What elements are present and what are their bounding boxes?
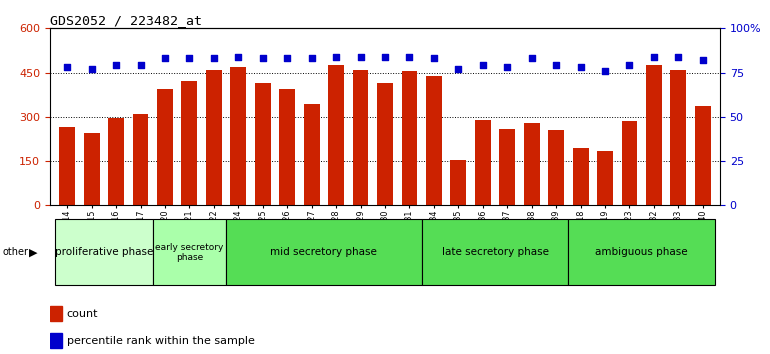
Bar (182, 81, 197, 205)
Point (159, 56, 171, 61)
Point (256, 56, 269, 61)
Bar (646, 65, 662, 205)
Bar (206, 70, 222, 205)
Bar (303, 104, 320, 205)
Bar (426, 75, 442, 205)
Bar (422, 219, 568, 285)
Bar (59, 127, 75, 205)
Bar (353, 70, 369, 205)
Point (574, 64, 587, 70)
Text: ambiguous phase: ambiguous phase (595, 247, 688, 257)
Point (61, 64, 73, 70)
Point (110, 63, 122, 68)
Point (354, 54, 367, 59)
Bar (695, 107, 711, 205)
Point (281, 56, 293, 61)
Bar (573, 148, 588, 205)
Bar (280, 89, 295, 205)
Point (477, 63, 489, 68)
Point (452, 66, 464, 72)
Bar (84, 133, 99, 205)
Point (208, 56, 220, 61)
Bar (226, 219, 422, 285)
Point (306, 56, 318, 61)
Text: ▶: ▶ (29, 247, 38, 257)
Point (599, 68, 611, 74)
Bar (50, 333, 62, 348)
Point (134, 63, 146, 68)
Bar (597, 151, 613, 205)
Text: proliferative phase: proliferative phase (55, 247, 153, 257)
Bar (255, 83, 271, 205)
Text: mid secretory phase: mid secretory phase (270, 247, 377, 257)
Bar (401, 71, 417, 205)
Point (697, 57, 709, 63)
Point (550, 63, 562, 68)
Bar (152, 219, 226, 285)
Text: count: count (67, 309, 99, 319)
Text: late secretory phase: late secretory phase (441, 247, 548, 257)
Bar (475, 120, 490, 205)
Bar (621, 121, 638, 205)
Bar (524, 123, 540, 205)
Bar (132, 114, 149, 205)
Bar (671, 70, 686, 205)
Bar (499, 129, 515, 205)
Point (526, 56, 538, 61)
Point (648, 54, 660, 59)
Text: early secretory
phase: early secretory phase (156, 242, 223, 262)
Bar (230, 67, 246, 205)
Point (232, 54, 244, 59)
Text: GDS2052 / 223482_at: GDS2052 / 223482_at (50, 14, 202, 27)
Bar (450, 160, 467, 205)
Point (428, 56, 440, 61)
Bar (108, 118, 124, 205)
Bar (548, 130, 564, 205)
Point (624, 63, 636, 68)
Bar (157, 89, 173, 205)
Bar (328, 65, 344, 205)
Bar (568, 219, 715, 285)
Point (403, 54, 416, 59)
Text: other: other (2, 247, 28, 257)
Bar (377, 83, 393, 205)
Text: percentile rank within the sample: percentile rank within the sample (67, 336, 255, 346)
Point (672, 54, 685, 59)
Point (501, 64, 514, 70)
Point (183, 56, 196, 61)
Bar (55, 219, 152, 285)
Point (85, 66, 98, 72)
Point (379, 54, 391, 59)
Point (330, 54, 342, 59)
Bar (50, 306, 62, 321)
